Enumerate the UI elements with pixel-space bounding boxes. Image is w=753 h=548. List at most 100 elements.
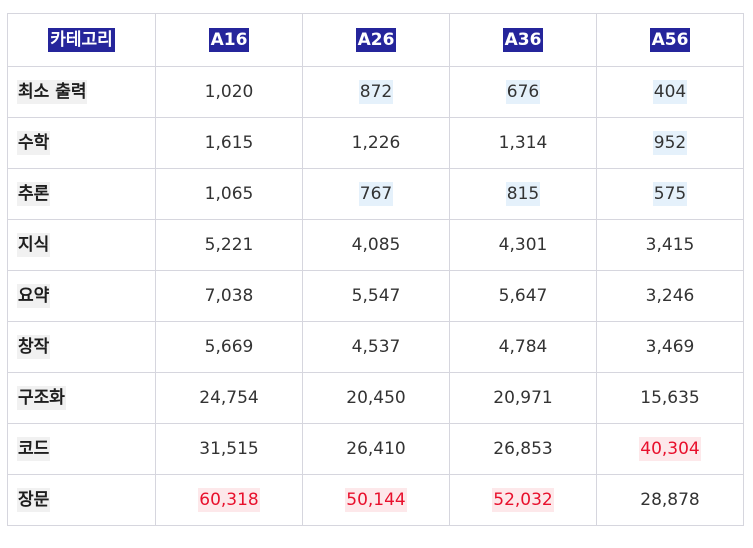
value-text: 3,469: [645, 337, 695, 357]
value-cell: 3,246: [596, 270, 744, 322]
value-cell: 872: [302, 66, 450, 118]
value-cell: 28,878: [596, 474, 744, 526]
table-row: 최소 출력 1,020 872 676 404: [7, 66, 744, 118]
category-label: 구조화: [17, 386, 66, 410]
value-cell: 4,301: [449, 219, 597, 271]
value-text: 1,065: [204, 184, 254, 204]
value-cell: 3,469: [596, 321, 744, 373]
value-cell: 4,537: [302, 321, 450, 373]
value-text: 31,515: [199, 439, 259, 459]
value-cell: 5,669: [155, 321, 303, 373]
value-cell: 1,065: [155, 168, 303, 220]
value-cell: 4,784: [449, 321, 597, 373]
header-label: 카테고리: [48, 28, 115, 52]
table-row: 창작 5,669 4,537 4,784 3,469: [7, 321, 744, 373]
category-cell: 창작: [7, 321, 156, 373]
table-row: 지식 5,221 4,085 4,301 3,415: [7, 219, 744, 271]
category-label: 추론: [17, 182, 51, 206]
value-cell: 3,415: [596, 219, 744, 271]
value-cell: 7,038: [155, 270, 303, 322]
category-label: 지식: [17, 233, 51, 257]
table-row: 구조화 24,754 20,450 20,971 15,635: [7, 372, 744, 424]
category-label: 창작: [17, 335, 51, 359]
value-text: 7,038: [204, 286, 254, 306]
header-label: A36: [502, 28, 544, 52]
value-text: 5,669: [204, 337, 254, 357]
category-label: 요약: [17, 284, 51, 308]
value-cell: 52,032: [449, 474, 597, 526]
value-text: 4,301: [498, 235, 548, 255]
value-cell: 1,615: [155, 117, 303, 169]
value-text: 24,754: [199, 388, 259, 408]
value-text: 767: [358, 182, 394, 206]
value-cell: 26,853: [449, 423, 597, 475]
value-text: 26,853: [493, 439, 553, 459]
value-text: 5,221: [204, 235, 254, 255]
value-text: 50,144: [345, 488, 407, 512]
value-cell: 5,547: [302, 270, 450, 322]
value-text: 4,085: [351, 235, 401, 255]
value-cell: 5,221: [155, 219, 303, 271]
value-text: 1,226: [351, 133, 401, 153]
header-cell-a36: A36: [449, 13, 597, 67]
table-row: 요약 7,038 5,547 5,647 3,246: [7, 270, 744, 322]
header-cell-category: 카테고리: [7, 13, 156, 67]
category-cell: 요약: [7, 270, 156, 322]
value-text: 52,032: [492, 488, 554, 512]
value-text: 404: [652, 80, 688, 104]
category-cell: 추론: [7, 168, 156, 220]
value-text: 952: [652, 131, 688, 155]
value-cell: 24,754: [155, 372, 303, 424]
value-text: 872: [358, 80, 394, 104]
value-text: 1,314: [498, 133, 548, 153]
category-cell: 구조화: [7, 372, 156, 424]
value-cell: 5,647: [449, 270, 597, 322]
header-cell-a26: A26: [302, 13, 450, 67]
category-cell: 수학: [7, 117, 156, 169]
table-row: 장문 60,318 50,144 52,032 28,878: [7, 474, 744, 526]
header-cell-a16: A16: [155, 13, 303, 67]
value-cell: 60,318: [155, 474, 303, 526]
value-cell: 20,971: [449, 372, 597, 424]
value-text: 3,246: [645, 286, 695, 306]
value-text: 4,784: [498, 337, 548, 357]
value-text: 1,020: [204, 82, 254, 102]
header-label: A16: [208, 28, 250, 52]
header-row: 카테고리 A16 A26 A36 A56: [7, 13, 744, 67]
value-cell: 404: [596, 66, 744, 118]
category-cell: 장문: [7, 474, 156, 526]
value-cell: 575: [596, 168, 744, 220]
value-text: 5,547: [351, 286, 401, 306]
value-cell: 50,144: [302, 474, 450, 526]
table-row: 추론 1,065 767 815 575: [7, 168, 744, 220]
header-cell-a56: A56: [596, 13, 744, 67]
value-cell: 952: [596, 117, 744, 169]
value-text: 26,410: [346, 439, 406, 459]
value-text: 28,878: [640, 490, 700, 510]
category-label: 장문: [17, 488, 51, 512]
value-cell: 31,515: [155, 423, 303, 475]
value-text: 60,318: [198, 488, 260, 512]
value-text: 4,537: [351, 337, 401, 357]
value-cell: 1,020: [155, 66, 303, 118]
table-row: 수학 1,615 1,226 1,314 952: [7, 117, 744, 169]
value-text: 5,647: [498, 286, 548, 306]
data-table: 카테고리 A16 A26 A36 A56 최소 출력 1,020 872 676 404…: [7, 13, 744, 526]
value-text: 676: [505, 80, 541, 104]
value-cell: 676: [449, 66, 597, 118]
value-cell: 15,635: [596, 372, 744, 424]
value-cell: 26,410: [302, 423, 450, 475]
value-cell: 1,314: [449, 117, 597, 169]
value-text: 815: [505, 182, 541, 206]
header-label: A56: [649, 28, 691, 52]
value-text: 575: [652, 182, 688, 206]
value-text: 20,971: [493, 388, 553, 408]
value-cell: 4,085: [302, 219, 450, 271]
value-cell: 815: [449, 168, 597, 220]
category-cell: 코드: [7, 423, 156, 475]
value-cell: 20,450: [302, 372, 450, 424]
category-cell: 최소 출력: [7, 66, 156, 118]
value-text: 20,450: [346, 388, 406, 408]
category-label: 최소 출력: [17, 80, 88, 104]
value-text: 3,415: [645, 235, 695, 255]
